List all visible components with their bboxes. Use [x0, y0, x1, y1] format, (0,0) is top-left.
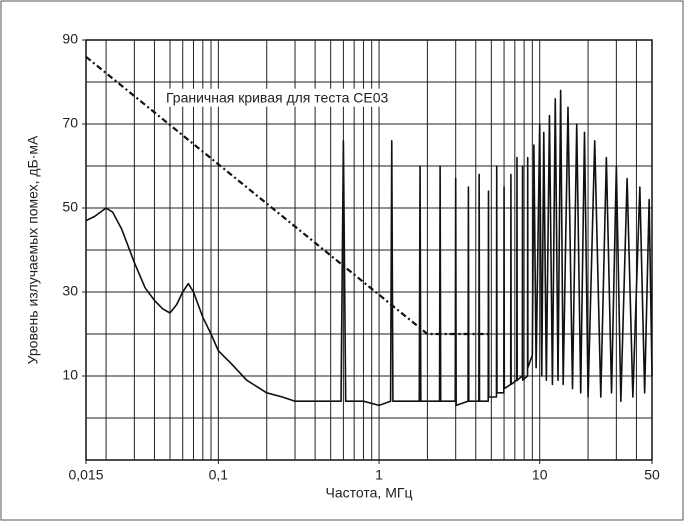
x-axis-label: Частота, МГц: [326, 485, 413, 501]
y-tick-label: 70: [62, 115, 78, 131]
series-line: [85, 89, 653, 407]
x-tick-label: 1: [375, 467, 383, 483]
y-tick-label: 90: [62, 31, 78, 47]
y-tick-label: 50: [62, 199, 78, 215]
y-tick-label: 10: [62, 367, 78, 383]
annotation: Граничная кривая для теста CE03: [166, 90, 388, 106]
x-tick-label: 0,1: [209, 467, 229, 483]
y-axis-label: Уровень излучаемых помех, дБ·мА: [25, 135, 41, 364]
series-line: [85, 55, 492, 336]
y-tick-label: 30: [62, 283, 78, 299]
x-tick-label: 10: [532, 467, 548, 483]
x-tick-label: 50: [644, 467, 660, 483]
x-tick-label: 0,015: [68, 467, 103, 483]
annotation-bg: [163, 88, 392, 107]
